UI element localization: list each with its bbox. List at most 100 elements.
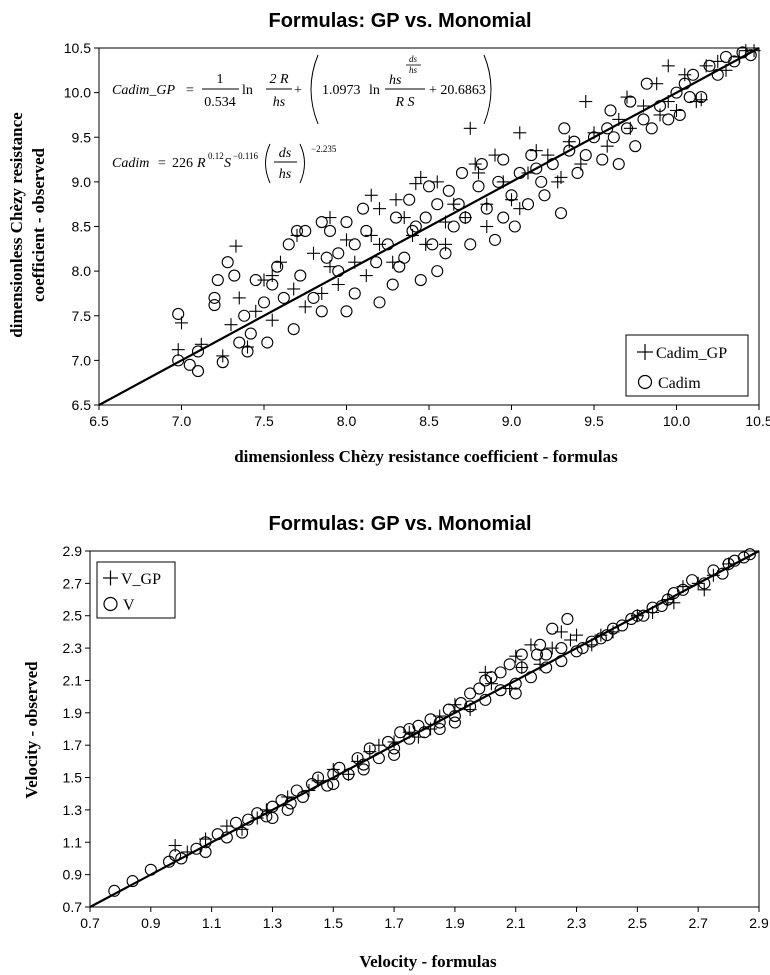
chart-title: Formulas: GP vs. Monomial (268, 10, 531, 32)
formula-plus: + (294, 83, 302, 98)
data-point-circle (459, 211, 472, 224)
data-point-circle (662, 113, 675, 126)
data-point-plus (419, 237, 433, 251)
paren-left (310, 54, 319, 125)
data-point-circle (530, 162, 543, 175)
x-tick-label: 1.7 (384, 915, 404, 931)
tick-group: 0.7 0.9 1.1 1.3 1.5 1.7 1.9 2.1 2.3 2.5 2.7 2.9 0.7 0… (63, 543, 769, 931)
data-point-circle (433, 722, 446, 736)
data-point-circle (261, 336, 274, 349)
data-point-circle (373, 296, 386, 309)
data-point-plus (229, 239, 243, 253)
formula-frac-den: hs (279, 167, 292, 182)
x-tick-label: 2.9 (749, 915, 769, 931)
data-point-circle (494, 684, 507, 697)
formula-ln: ln (369, 83, 380, 98)
y-tick-label: 10.5 (64, 40, 91, 56)
data-point-circle (497, 211, 510, 224)
data-point-plus (224, 318, 238, 332)
data-point-circle (332, 247, 345, 260)
data-point-circle (241, 345, 254, 358)
data-point-circle (190, 842, 203, 855)
data-point-circle (419, 211, 432, 224)
data-point-circle (620, 122, 634, 135)
formula-equals: = (186, 83, 194, 98)
x-tick-label: 2.7 (688, 915, 708, 931)
legend-label: V_GP (121, 571, 161, 588)
data-point-circle (233, 336, 246, 349)
data-point-plus (458, 211, 472, 225)
data-point-circle (503, 658, 516, 671)
data-point-circle (277, 291, 290, 304)
data-point-circle (299, 224, 312, 238)
data-point-circle (228, 269, 241, 282)
data-point-plus (364, 188, 378, 202)
formula-s: S (224, 156, 231, 171)
data-point-circle (315, 305, 328, 318)
data-point-plus (386, 255, 400, 269)
data-point-circle (208, 291, 221, 304)
data-point-plus (480, 197, 494, 211)
y-tick-label: 1.7 (63, 737, 83, 753)
data-point-circle (561, 612, 574, 626)
x-tick-label: 2.5 (628, 915, 648, 931)
legend-label: Cadim_GP (656, 345, 727, 362)
data-point-circle (606, 622, 620, 635)
data-point-circle (294, 269, 307, 282)
data-point-circle (497, 153, 510, 166)
plot-area (89, 550, 760, 908)
data-point-circle (558, 122, 571, 135)
data-point-circle (683, 91, 696, 104)
data-point-circle (571, 166, 584, 179)
data-point-plus (307, 246, 320, 260)
data-point-circle (307, 291, 320, 304)
formula-r-exp: 0.12 (208, 151, 224, 161)
chart-title: Formulas: GP vs. Monomial (268, 513, 531, 535)
y-tick-label: 7.0 (72, 352, 92, 368)
y-tick-label: 0.7 (63, 899, 83, 915)
data-point-plus (579, 95, 593, 109)
y-tick-label: 2.1 (63, 672, 83, 688)
x-axis-label: Velocity - formulas (359, 952, 497, 971)
data-point-circle (625, 612, 638, 626)
data-point-circle (370, 256, 383, 269)
data-point-circle (587, 131, 601, 144)
data-point-circle (473, 682, 486, 695)
data-point-plus (509, 649, 523, 663)
data-point-circle (629, 140, 642, 153)
data-point-circle (488, 233, 502, 246)
data-point-circle (686, 68, 700, 81)
formula-const: + 20.6863 (429, 83, 486, 98)
paren-left (265, 143, 271, 184)
data-point-circle (555, 642, 568, 655)
data-point-plus (545, 641, 559, 655)
legend: V_GP V (96, 561, 176, 619)
formula-ln: ln (242, 83, 253, 98)
data-point-circle (431, 198, 444, 211)
x-tick-label: 0.9 (141, 915, 161, 931)
y-tick-label: 7.5 (72, 308, 92, 324)
x-tick-label: 1.3 (263, 915, 283, 931)
formula-r: R (196, 156, 206, 171)
data-point-plus (397, 211, 411, 225)
data-point-circle (480, 202, 493, 215)
data-point-circle (455, 166, 469, 179)
data-point-circle (394, 726, 407, 739)
y-tick-label: 6.5 (72, 397, 92, 413)
data-point-circle (393, 260, 406, 273)
data-point-plus (484, 677, 498, 691)
chart-bottom: Formulas: GP vs. Monomial Velocity - obs… (22, 513, 769, 971)
data-point-circle (585, 635, 598, 648)
data-point-plus (265, 269, 279, 283)
legend-box (625, 334, 749, 397)
data-point-circle (442, 184, 455, 197)
data-point-circle (175, 852, 188, 865)
formula-equals: = (158, 156, 166, 171)
x-tick-label: 10.0 (663, 413, 690, 429)
y-tick-label: 2.5 (63, 608, 83, 624)
data-point-circle (646, 601, 659, 614)
x-tick-label: 10.5 (745, 413, 770, 429)
data-point-plus (331, 278, 345, 292)
data-point-circle (439, 247, 452, 260)
data-point-circle (340, 305, 353, 318)
